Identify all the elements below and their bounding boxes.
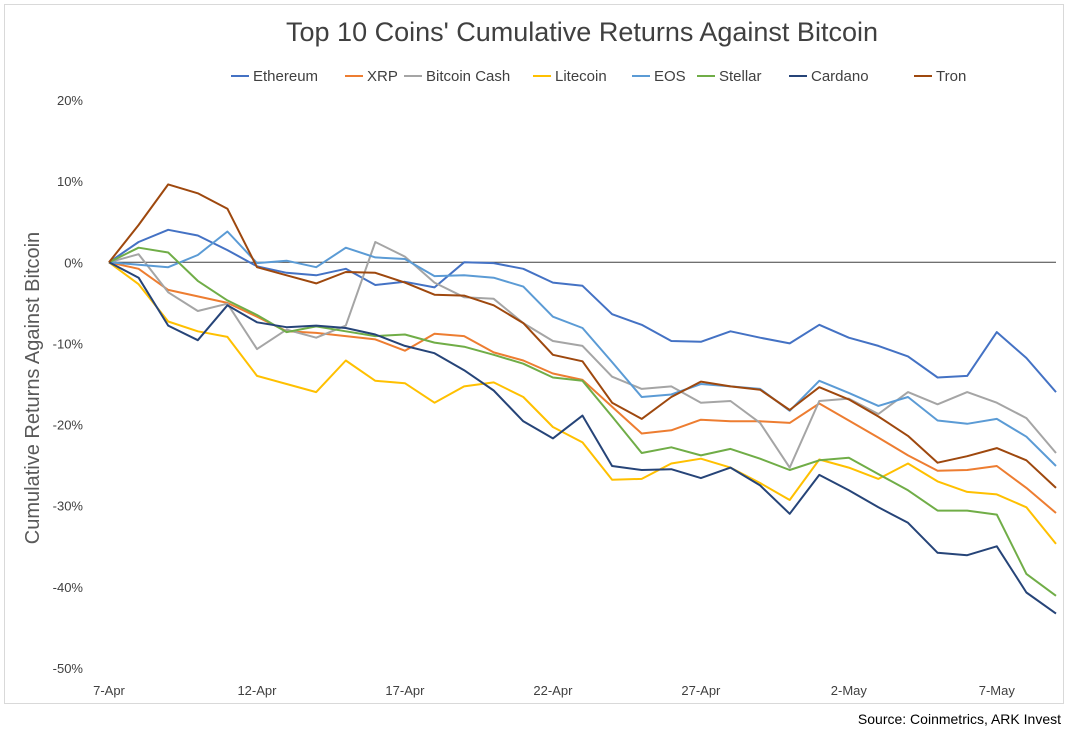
legend-label: XRP — [367, 68, 398, 85]
series-line-bitcoin-cash — [108, 241, 1057, 469]
legend-label: Cardano — [811, 68, 869, 85]
y-axis-ticks: 20% 10% 0% -10% -20% -30% -40% -50% — [53, 93, 84, 676]
x-axis-ticks: 7-Apr 12-Apr 17-Apr 22-Apr 27-Apr 2-May 7-May — [93, 683, 1015, 698]
legend-label: Ethereum — [253, 68, 318, 85]
y-tick-label: -20% — [53, 418, 84, 433]
y-axis-label: Cumulative Returns Against Bitcoin — [22, 232, 44, 544]
x-tick-label: 17-Apr — [385, 683, 425, 698]
series-line-eos — [108, 230, 1057, 467]
series-line-xrp — [108, 261, 1057, 514]
legend-label: Tron — [936, 68, 966, 85]
series-line-ethereum — [108, 228, 1057, 393]
x-tick-label: 27-Apr — [681, 683, 721, 698]
y-tick-label: -40% — [53, 580, 84, 595]
chart-frame: Top 10 Coins' Cumulative Returns Against… — [4, 4, 1064, 704]
x-tick-label: 7-Apr — [93, 683, 125, 698]
series-line-cardano — [108, 261, 1057, 615]
x-tick-label: 2-May — [831, 683, 868, 698]
legend-label: Bitcoin Cash — [426, 68, 510, 85]
x-tick-label: 7-May — [979, 683, 1016, 698]
y-tick-label: -50% — [53, 661, 84, 676]
y-tick-label: 20% — [57, 93, 83, 108]
series-line-stellar — [108, 246, 1057, 597]
y-tick-label: 0% — [64, 255, 83, 270]
series-lines — [108, 183, 1057, 615]
y-tick-label: -30% — [53, 499, 84, 514]
series-line-litecoin — [108, 261, 1057, 545]
legend-label: Stellar — [719, 68, 762, 85]
source-note: Source: Coinmetrics, ARK Invest — [857, 711, 1061, 727]
line-chart: Top 10 Coins' Cumulative Returns Against… — [22, 17, 1057, 698]
legend-label: Litecoin — [555, 68, 607, 85]
y-tick-label: -10% — [53, 336, 84, 351]
x-tick-label: 22-Apr — [533, 683, 573, 698]
y-tick-label: 10% — [57, 174, 83, 189]
chart-title: Top 10 Coins' Cumulative Returns Against… — [286, 17, 878, 47]
x-tick-label: 12-Apr — [237, 683, 277, 698]
legend: Ethereum XRP Bitcoin Cash Litecoin EOS Stella… — [231, 68, 966, 85]
legend-label: EOS — [654, 68, 686, 85]
series-line-tron — [108, 183, 1057, 489]
